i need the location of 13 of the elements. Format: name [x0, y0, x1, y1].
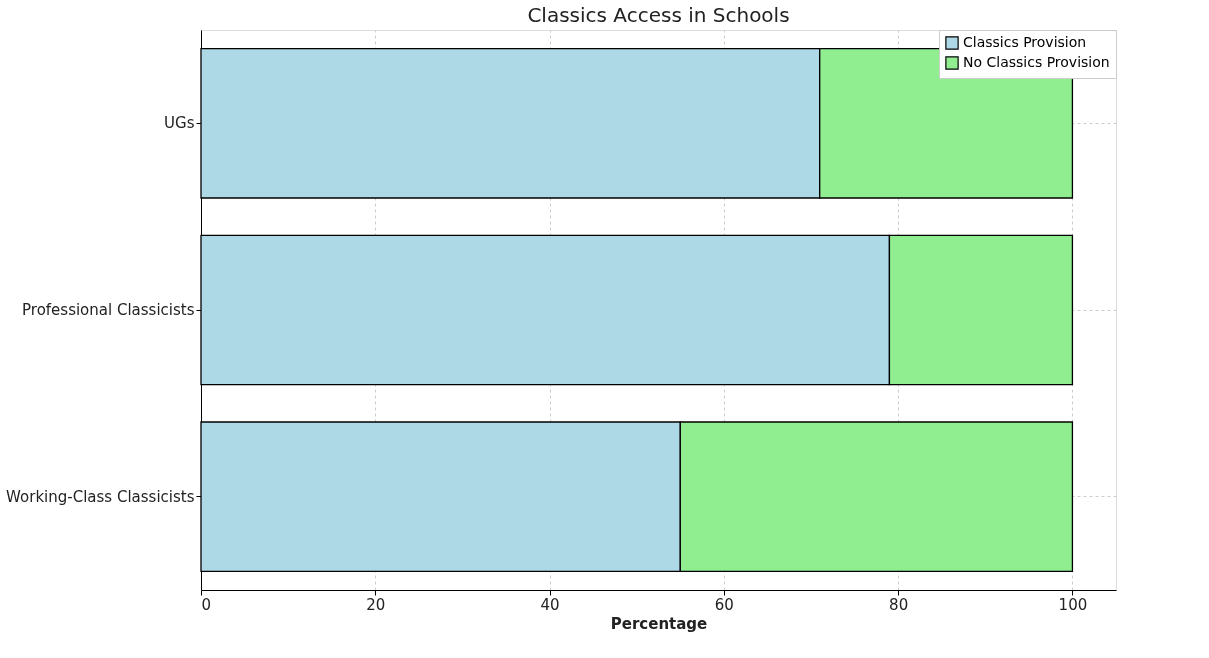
x-axis-title: Percentage — [610, 614, 708, 633]
x-tick-label: 40 — [540, 595, 560, 614]
y-tick-label: UGs — [164, 114, 195, 133]
chart-title: Classics Access in Schools — [527, 2, 790, 27]
x-tick-label: 60 — [714, 595, 734, 614]
x-tick-label: 80 — [889, 595, 909, 614]
y-tick-label: Working-Class Classicists — [6, 487, 195, 506]
y-tick-label: Professional Classicists — [22, 301, 195, 319]
legend-label: No Classics Provision — [963, 54, 1110, 70]
x-tick-label: 100 — [1058, 595, 1088, 614]
x-tick-label: 20 — [366, 595, 386, 614]
legend-label: Classics Provision — [963, 34, 1087, 50]
x-tick-label: 0 — [201, 595, 212, 614]
